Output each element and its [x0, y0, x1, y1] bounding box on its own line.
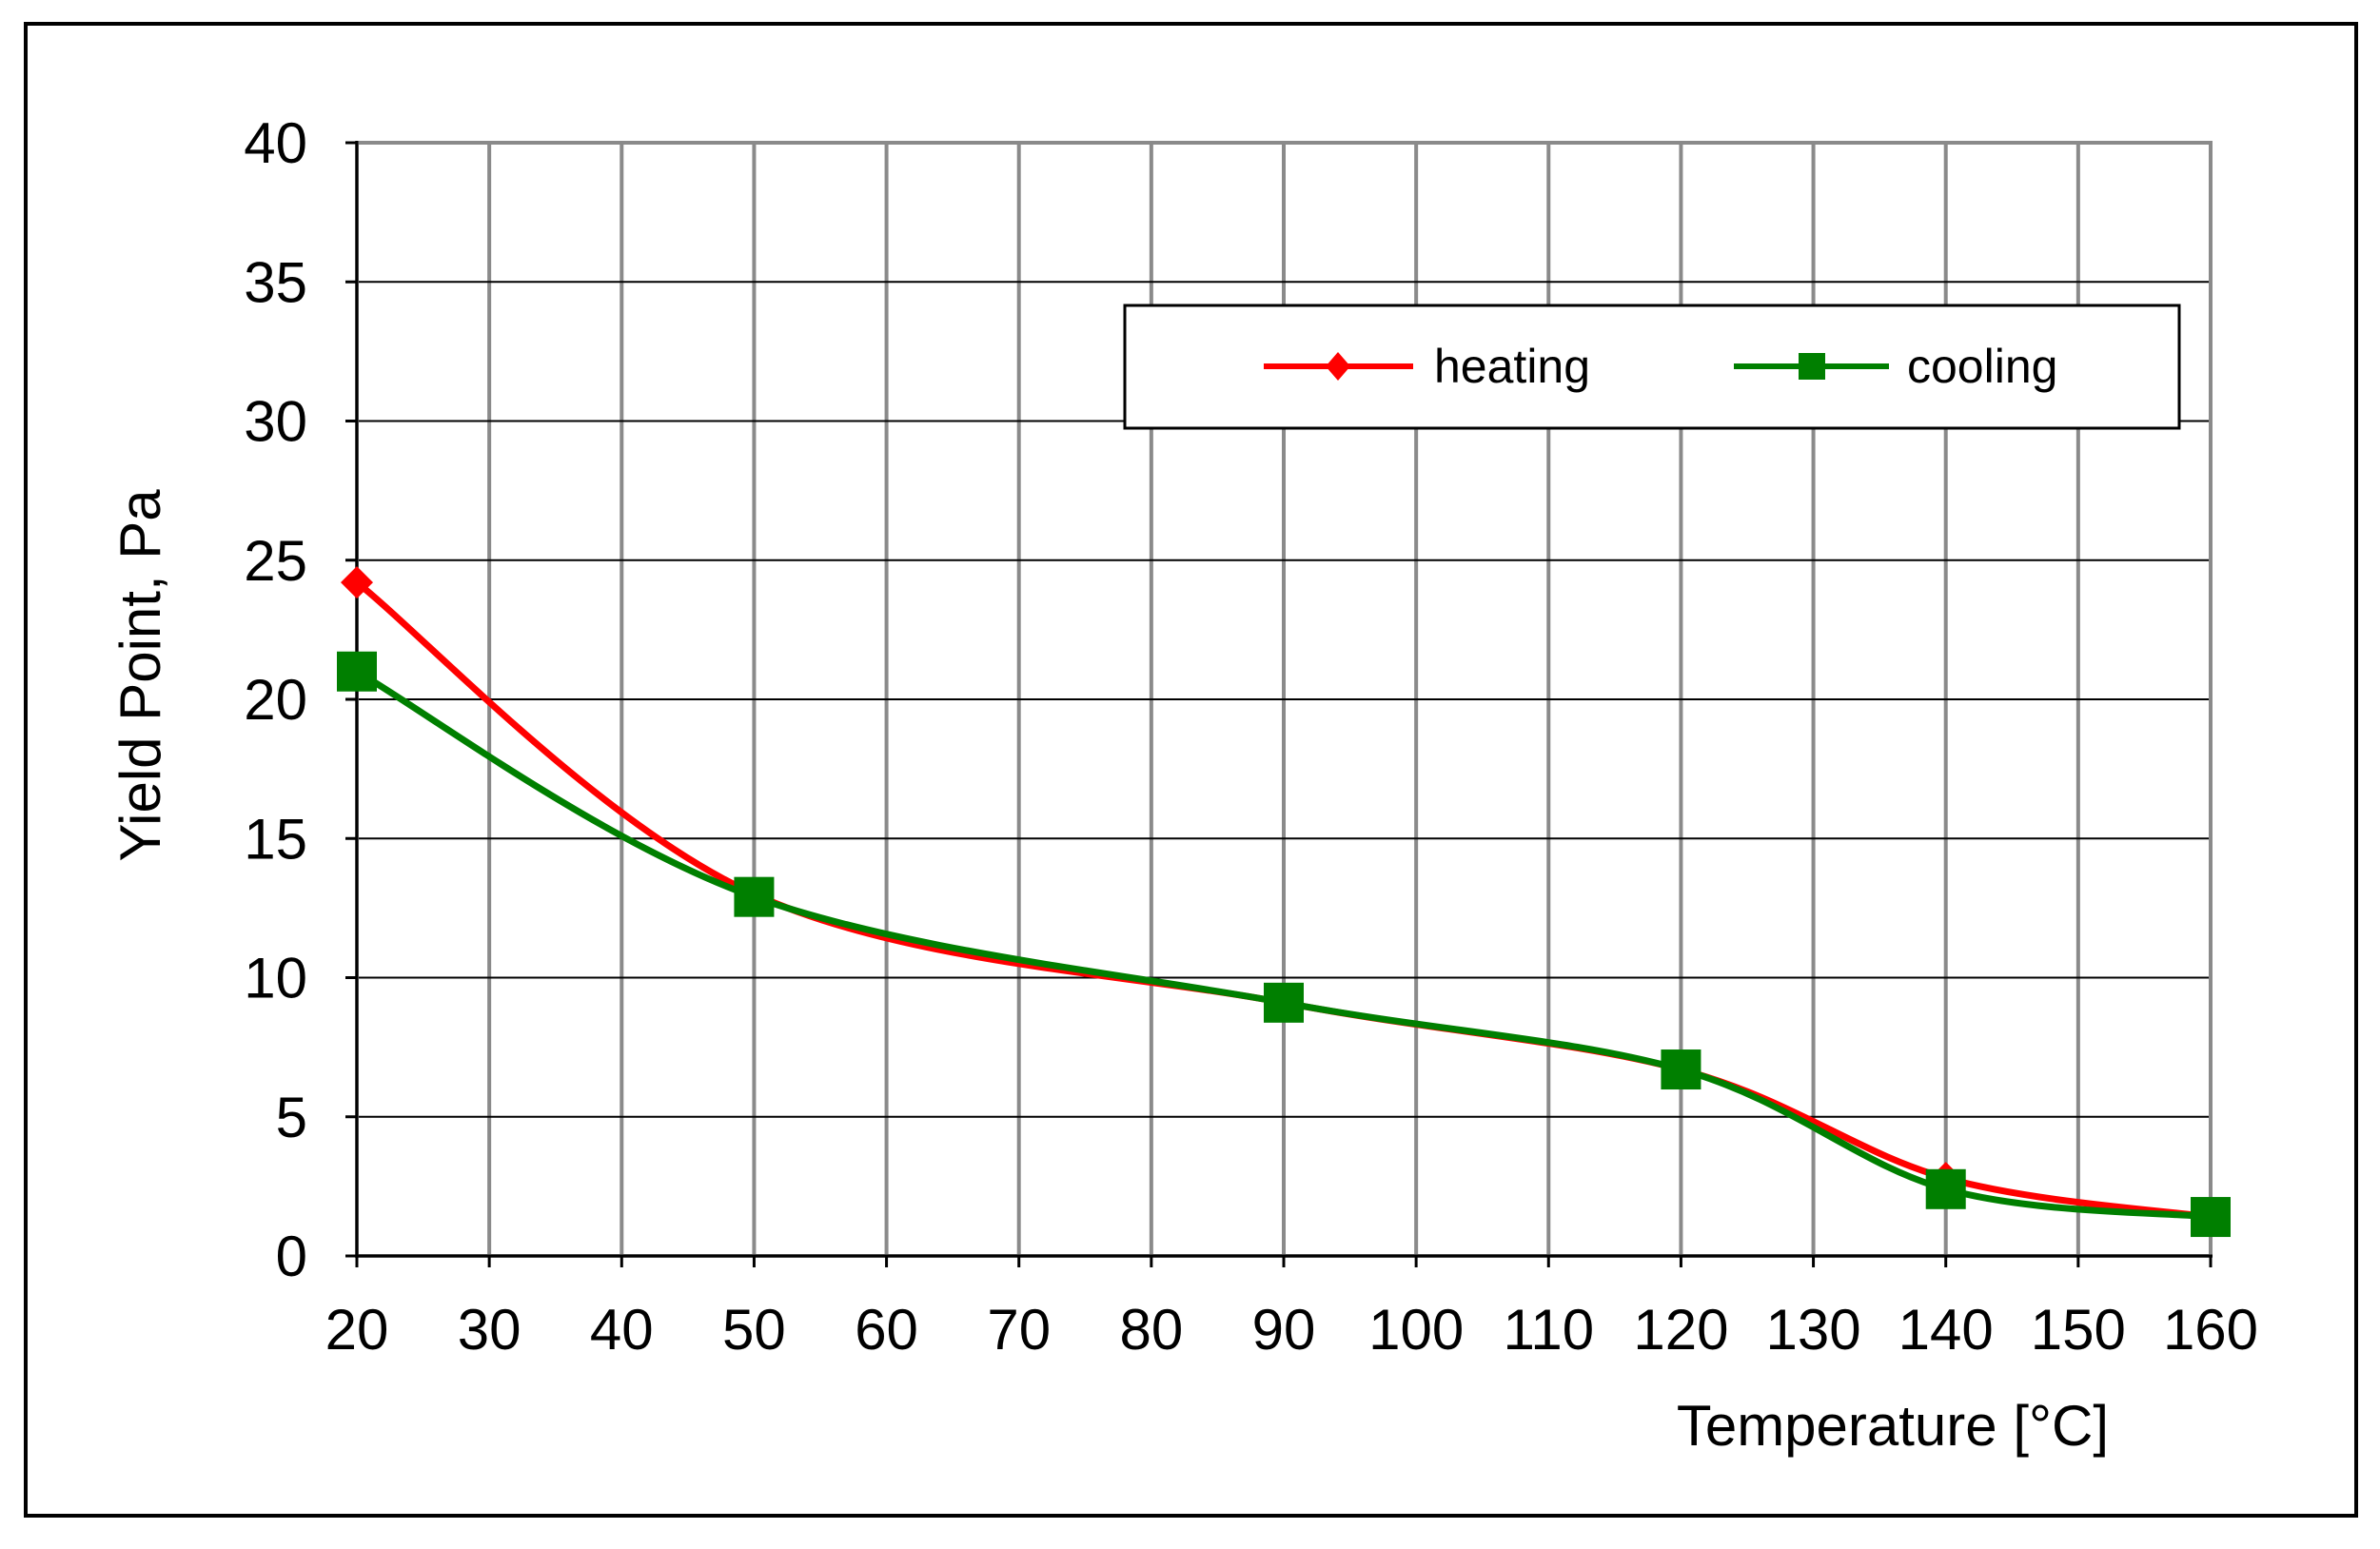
- x-tick-label: 100: [1368, 1298, 1464, 1362]
- legend: heating cooling: [1123, 304, 2181, 430]
- y-tick-label: 20: [244, 668, 307, 732]
- legend-cooling-marker: [1799, 353, 1825, 380]
- x-tick-label: 90: [1252, 1298, 1316, 1362]
- x-tick-label: 130: [1766, 1298, 1861, 1362]
- data-point-cooling: [1264, 982, 1304, 1023]
- legend-cooling-label: cooling: [1907, 340, 2057, 393]
- y-axis-tick-labels: 0 5 10 15 20 25 30 35 40: [244, 111, 307, 1288]
- data-point-cooling: [2191, 1197, 2231, 1238]
- x-tick-label: 50: [722, 1298, 786, 1362]
- legend-entry-cooling: cooling: [1734, 340, 2057, 393]
- data-point-cooling: [337, 651, 377, 692]
- y-tick-label: 10: [244, 947, 307, 1010]
- x-tick-label: 30: [458, 1298, 521, 1362]
- axes: [345, 141, 2213, 1267]
- x-tick-label: 120: [1633, 1298, 1728, 1362]
- data-series: [337, 566, 2231, 1238]
- x-tick-label: 70: [987, 1298, 1051, 1362]
- y-tick-label: 0: [276, 1225, 307, 1288]
- legend-heating-label: heating: [1434, 340, 1590, 393]
- y-tick-label: 35: [244, 250, 307, 314]
- y-tick-label: 5: [276, 1086, 307, 1149]
- x-tick-label: 60: [855, 1298, 918, 1362]
- chart-outer-border: [24, 22, 2358, 1518]
- x-axis-title: Temperature [°C]: [1677, 1394, 2109, 1458]
- data-point-cooling: [734, 876, 775, 917]
- data-point-heating: [341, 566, 373, 599]
- x-tick-label: 40: [590, 1298, 654, 1362]
- y-axis-title: Yield Point, Pa: [108, 489, 172, 862]
- x-tick-label: 110: [1503, 1298, 1594, 1362]
- x-tick-label: 160: [2163, 1298, 2258, 1362]
- y-tick-label: 15: [244, 807, 307, 871]
- series-cooling: [337, 651, 2231, 1238]
- x-axis-tick-labels: 20 30 40 50 60 70 80 90 100 110 120 130 140 150 160: [325, 1298, 2258, 1362]
- x-tick-label: 150: [2031, 1298, 2126, 1362]
- y-tick-label: 25: [244, 529, 307, 593]
- y-tick-label: 40: [244, 111, 307, 175]
- y-tick-label: 30: [244, 390, 307, 454]
- data-point-cooling: [1925, 1168, 1966, 1209]
- legend-heating-marker: [1326, 352, 1350, 381]
- x-tick-label: 20: [325, 1298, 389, 1362]
- legend-entry-heating: heating: [1264, 340, 1590, 393]
- data-point-cooling: [1661, 1049, 1701, 1090]
- x-tick-label: 80: [1119, 1298, 1183, 1362]
- x-tick-label: 140: [1898, 1298, 1994, 1362]
